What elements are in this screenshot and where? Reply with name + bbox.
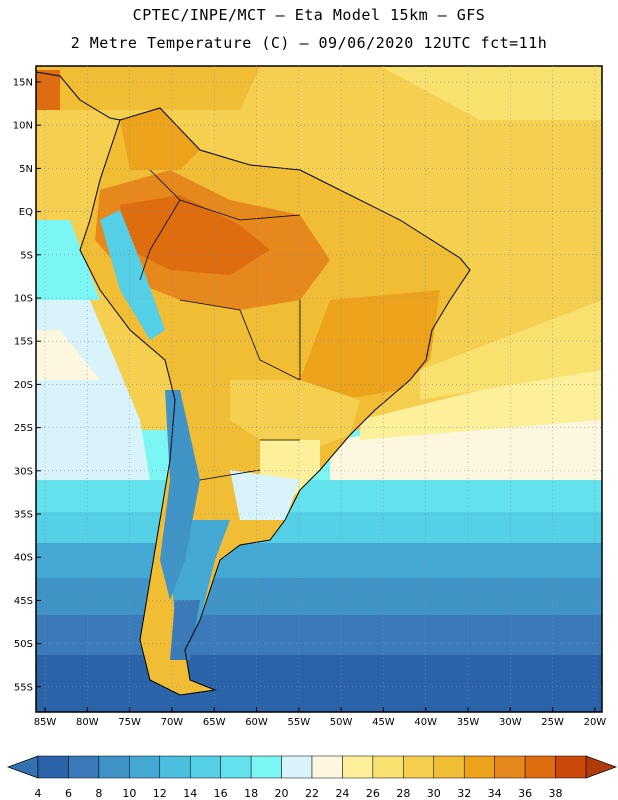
colorbar-swatch [281,755,313,779]
latitude-label: 15N [13,78,33,89]
colorbar-label: 12 [153,787,167,800]
colorbar-swatch [494,755,526,779]
colorbar-label: 18 [244,787,258,800]
latitude-label: 40S [14,553,33,564]
latitude-label: 5N [19,164,33,175]
longitude-label: 20W [584,717,607,728]
colorbar-label: 36 [518,787,532,800]
colorbar-label: 16 [214,787,228,800]
longitude-label: 30W [499,717,522,728]
colorbar-label: 8 [95,787,102,800]
latitude-label: 55S [14,682,33,693]
colorbar-low-arrow [6,755,39,779]
band-southern-ocean [36,650,602,712]
colorbar-label: 32 [457,787,471,800]
colorbar-swatch [433,755,465,779]
colorbar-label: 10 [122,787,136,800]
latitude-label: 10N [13,121,33,132]
country-borders [139,169,301,481]
colorbar-swatch [98,755,130,779]
map-title: CPTEC/INPE/MCT – Eta Model 15km – GFS [132,6,486,24]
latitude-label: 10S [14,294,33,305]
colorbar-swatch [342,755,374,779]
latitude-label: 5S [20,250,33,261]
colorbar-label: 30 [427,787,441,800]
longitude-label: 60W [245,717,268,728]
temperature-field [36,66,602,712]
latitude-label: 25S [14,423,33,434]
colorbar: 4 6 8 10 12 14 16 18 20 22 24 26 28 30 32 34 36 38 [6,755,618,800]
colorbar-label: 22 [305,787,319,800]
latitude-label: 15S [14,337,33,348]
colorbar-label: 34 [488,787,502,800]
latitude-label: 20S [14,380,33,391]
colorbar-swatch [189,755,221,779]
longitude-label: 85W [34,717,57,728]
longitude-label: 45W [372,717,395,728]
coastline [79,107,471,696]
longitude-label: 35W [457,717,480,728]
latitude-labels: 15N 10N 5N EQ 5S 10S 15S 20S 25S 30S 35S 40S 45S 50S 5… [13,78,41,693]
longitude-label: 80W [76,717,99,728]
latitude-label: 30S [14,466,33,477]
latitude-label: 45S [14,596,33,607]
colorbar-label: 14 [183,787,197,800]
colorbar-swatch [37,755,69,779]
longitude-labels: 85W 80W 75W 70W 65W 60W 55W 50W 45W 40W 35W 30W 25W 2… [34,707,607,728]
longitude-label: 75W [118,717,141,728]
colorbar-label: 38 [549,787,563,800]
longitude-label: 25W [541,717,564,728]
colorbar-swatch [372,755,404,779]
colorbar-high-arrow [585,755,618,779]
colorbar-swatch [524,755,556,779]
colorbar-swatch [220,755,252,779]
colorbar-label: 20 [275,787,289,800]
colorbar-swatch [250,755,282,779]
map-frame [35,65,603,713]
colorbar-swatch [403,755,435,779]
colorbar-swatch [463,755,495,779]
longitude-label: 55W [287,717,310,728]
colorbar-swatch [68,755,100,779]
colorbar-swatch [159,755,191,779]
colorbar-swatch [311,755,343,779]
longitude-label: 50W [330,717,353,728]
colorbar-label: 28 [396,787,410,800]
latitude-label: EQ [19,207,33,218]
longitude-label: 70W [161,717,184,728]
colorbar-swatch [555,755,587,779]
colorbar-label: 4 [35,787,42,800]
latitude-label: 50S [14,639,33,650]
colorbar-label: 26 [366,787,380,800]
colorbar-swatch [129,755,161,779]
colorbar-label: 6 [65,787,72,800]
map-subtitle: 2 Metre Temperature (C) – 09/06/2020 12U… [70,34,548,52]
latitude-label: 35S [14,510,33,521]
longitude-label: 65W [203,717,226,728]
colorbar-label: 24 [335,787,349,800]
longitude-label: 40W [414,717,437,728]
